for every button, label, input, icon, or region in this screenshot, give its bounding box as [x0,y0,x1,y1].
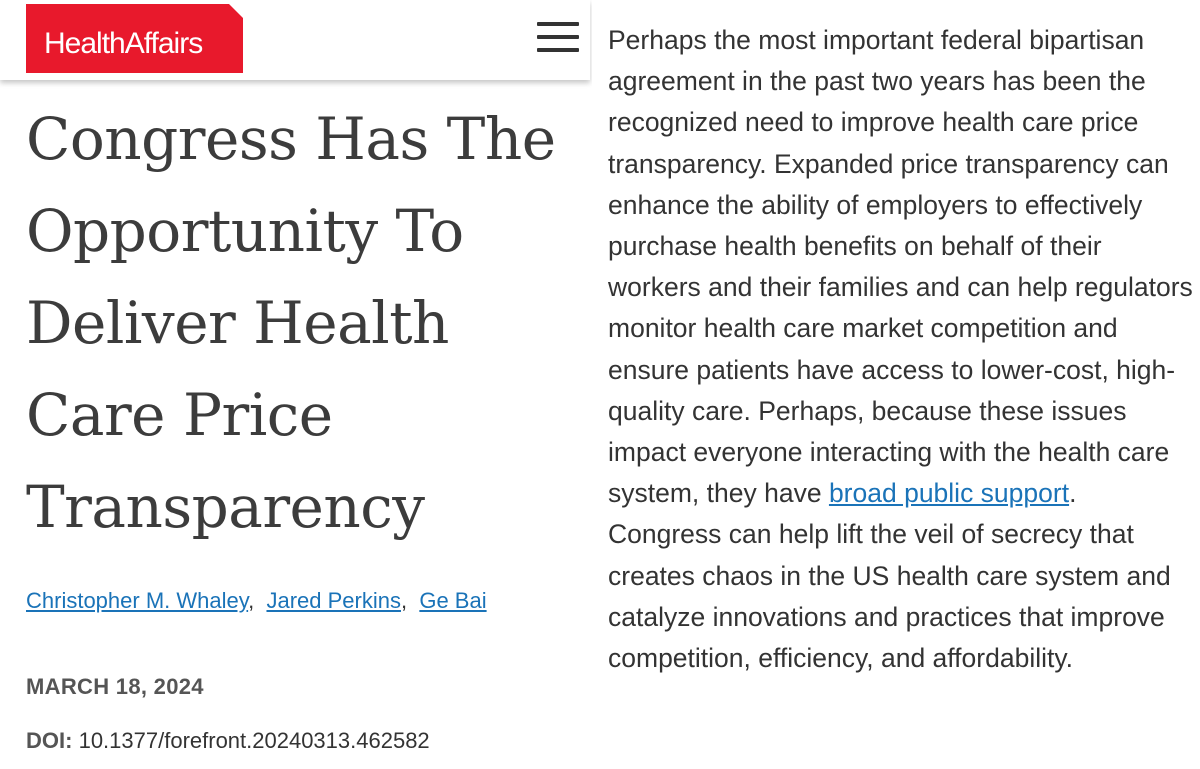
doi-label: DOI: [26,728,73,753]
article-title: Congress Has The Opportunity To Deliver … [26,105,556,541]
menu-bar [537,35,579,39]
article-body-panel: Perhaps the most important federal bipar… [592,0,1200,769]
author-list: Christopher M. Whaley, Jared Perkins, Ge… [26,588,487,614]
logo-text: HealthAffairs [44,27,203,60]
health-affairs-logo[interactable]: HealthAffairs [26,4,243,73]
logo-corner-notch [229,4,243,18]
author-link[interactable]: Ge Bai [419,588,487,613]
doi-value: 10.1377/forefront.20240313.462582 [78,728,430,753]
article-header-panel: HealthAffairs Congress Has The Opportuni… [0,0,590,769]
doi-line: DOI: 10.1377/forefront.20240313.462582 [26,728,430,754]
author-separator: , [400,588,408,613]
menu-bar [537,48,579,52]
author-link[interactable]: Jared Perkins [266,588,401,613]
hamburger-menu-icon[interactable] [535,20,581,54]
site-header: HealthAffairs [0,0,590,80]
article-paragraph: Perhaps the most important federal bipar… [608,20,1193,679]
paragraph-text-after-link: . Congress can help lift the veil of sec… [608,478,1171,674]
menu-bar [537,22,579,26]
author-link[interactable]: Christopher M. Whaley [26,588,249,613]
paragraph-text-before-link: Perhaps the most important federal bipar… [608,25,1193,509]
publish-date: MARCH 18, 2024 [26,674,204,699]
author-separator: , [248,588,255,613]
broad-public-support-link[interactable]: broad public support [828,478,1070,509]
